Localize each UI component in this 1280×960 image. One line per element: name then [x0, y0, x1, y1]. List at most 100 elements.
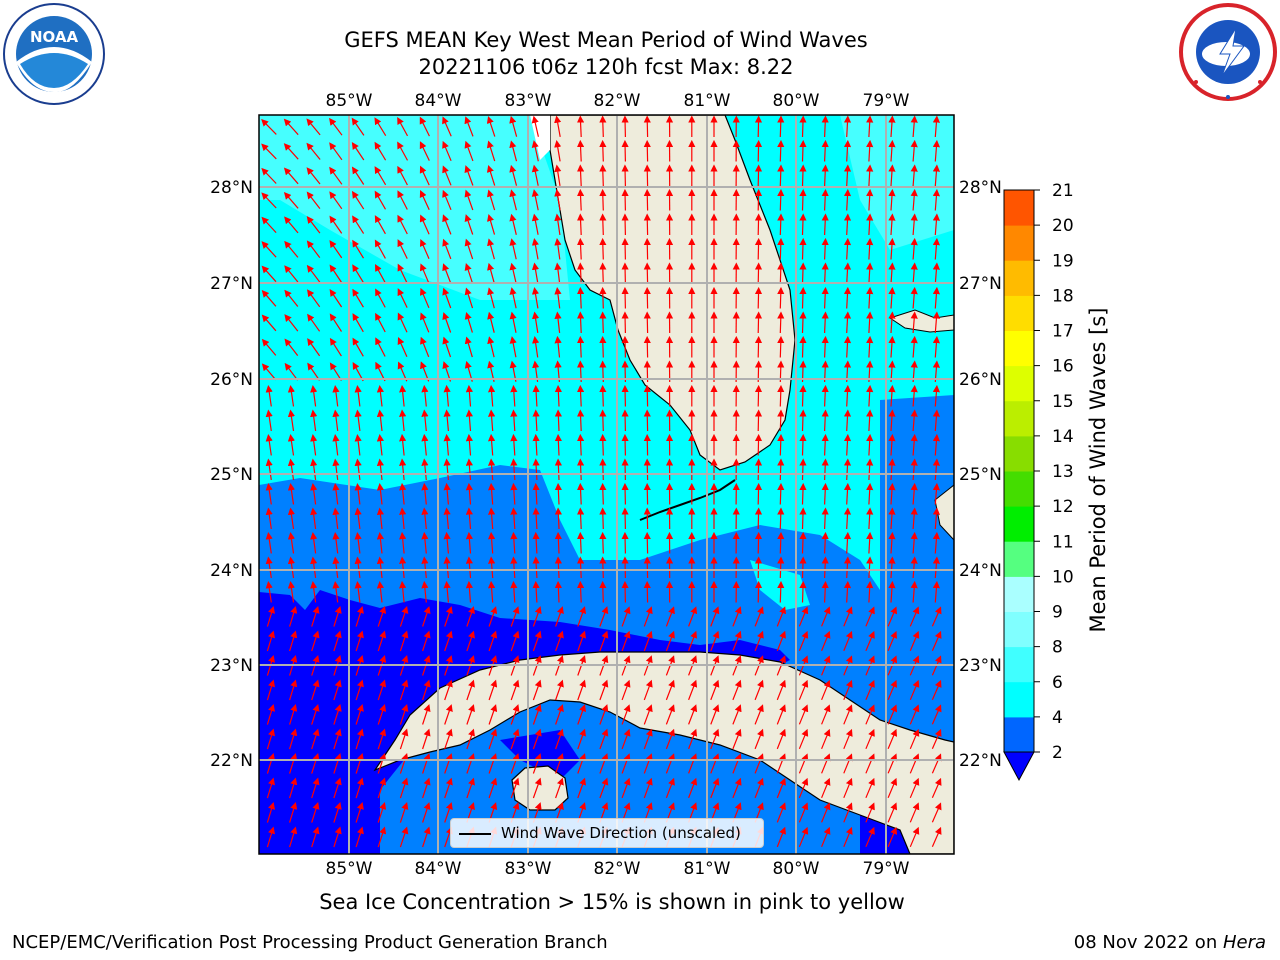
wind-wave-arrow: [332, 483, 340, 505]
wind-wave-arrow: [532, 655, 542, 676]
wind-wave-arrow: [799, 409, 807, 432]
wind-wave-arrow: [688, 704, 698, 725]
wind-wave-arrow: [777, 115, 785, 138]
colorbar-segment: [1004, 611, 1034, 648]
wind-wave-arrow: [354, 581, 362, 603]
wind-wave-arrow: [333, 777, 342, 799]
wind-wave-arrow: [399, 777, 409, 799]
wind-wave-arrow: [865, 655, 875, 676]
wind-wave-arrow: [821, 655, 831, 676]
wind-wave-arrow: [821, 409, 829, 432]
wind-wave-arrow: [374, 239, 386, 259]
wind-wave-arrow: [354, 385, 362, 407]
map-legend: Wind Wave Direction (unscaled): [450, 818, 764, 848]
wind-wave-arrow: [777, 458, 785, 481]
wind-wave-arrow: [643, 606, 653, 627]
wind-wave-arrow: [510, 433, 518, 456]
wind-wave-arrow: [931, 826, 942, 848]
wind-wave-arrow: [599, 580, 607, 603]
lat-label-right: 26°N: [959, 370, 1002, 390]
wind-wave-arrow: [799, 188, 807, 211]
wind-wave-arrow: [444, 704, 453, 725]
wind-wave-arrow: [910, 384, 918, 407]
wind-wave-arrow: [397, 263, 408, 284]
wind-wave-arrow: [354, 409, 362, 431]
wind-wave-arrow: [419, 165, 430, 186]
wind-wave-arrow: [284, 314, 299, 332]
wind-wave-arrow: [866, 433, 874, 456]
wind-wave-arrow: [333, 703, 342, 725]
wind-wave-arrow: [532, 482, 540, 505]
wind-wave-arrow: [399, 605, 409, 627]
lon-label-top: 79°W: [863, 91, 910, 111]
wind-wave-arrow: [487, 409, 496, 432]
wind-wave-arrow: [442, 214, 452, 235]
cuba-landmass: [373, 651, 954, 854]
wind-wave-arrow: [576, 507, 585, 530]
wind-wave-arrow: [486, 115, 496, 137]
wind-wave-arrow: [887, 679, 898, 701]
wind-wave-arrow: [332, 409, 340, 431]
wind-wave-arrow: [554, 433, 562, 456]
wind-wave-arrow: [510, 704, 520, 725]
wind-wave-arrow: [510, 507, 518, 530]
wind-wave-arrow: [332, 507, 340, 529]
wind-wave-arrow: [555, 728, 564, 750]
wind-wave-arrow: [643, 704, 653, 725]
wind-wave-arrow: [354, 507, 362, 529]
wind-wave-arrow: [488, 630, 498, 652]
wind-wave-arrow: [576, 433, 585, 456]
chart-title: GEFS MEAN Key West Mean Period of Wind W…: [344, 28, 868, 52]
wind-wave-arrow: [442, 238, 452, 260]
wind-wave-arrow: [577, 606, 586, 627]
wind-wave-arrow: [444, 655, 453, 676]
grand-bahama: [888, 309, 954, 333]
wind-wave-arrow: [776, 826, 786, 848]
wind-wave-arrow: [754, 606, 764, 627]
wind-wave-arrow: [443, 458, 451, 481]
colorbar-segment: [1004, 260, 1034, 296]
wind-wave-arrow: [599, 482, 607, 505]
wind-wave-arrow: [888, 458, 896, 481]
wind-wave-arrow: [289, 777, 298, 799]
wind-wave-arrow: [866, 409, 874, 432]
wind-wave-arrow: [532, 433, 540, 456]
wind-wave-arrow: [311, 703, 320, 725]
wind-wave-arrow: [932, 139, 941, 162]
wind-wave-arrow: [599, 409, 607, 432]
wind-wave-arrow: [419, 263, 430, 284]
lon-label-top: 82°W: [594, 91, 641, 111]
wind-wave-arrow: [266, 801, 276, 823]
wind-wave-arrow: [287, 532, 295, 554]
wind-wave-arrow: [287, 507, 295, 529]
wind-wave-arrow: [310, 507, 318, 529]
wind-wave-arrow: [442, 165, 452, 186]
wind-wave-arrow: [888, 507, 896, 530]
wind-wave-arrow: [599, 384, 607, 407]
wind-wave-arrow: [266, 605, 276, 627]
wind-wave-arrow: [821, 237, 829, 260]
wind-wave-arrow: [443, 482, 451, 505]
wind-wave-arrow: [843, 482, 852, 505]
wind-wave-arrow: [464, 311, 473, 333]
wind-wave-arrow: [821, 286, 829, 309]
legend-label: Wind Wave Direction (unscaled): [501, 824, 741, 842]
wind-wave-arrow: [261, 143, 277, 160]
wind-wave-arrow: [554, 238, 562, 260]
wind-wave-arrow: [261, 289, 277, 307]
map-frame: [258, 114, 955, 855]
wind-wave-arrow: [509, 262, 517, 284]
lat-label-left: 28°N: [210, 178, 253, 198]
wind-wave-arrow: [599, 679, 609, 701]
wind-wave-arrow: [799, 139, 807, 162]
wind-wave-arrow: [843, 188, 852, 211]
wind-wave-arrow: [821, 606, 831, 627]
wind-wave-arrow: [866, 164, 874, 187]
wind-wave-arrow: [464, 262, 474, 284]
wind-wave-arrow: [665, 655, 675, 676]
wind-wave-arrow: [287, 434, 295, 456]
wind-wave-arrow: [821, 679, 831, 701]
wind-wave-arrow: [799, 580, 807, 603]
wind-wave-arrow: [932, 286, 941, 309]
wind-wave-arrow: [466, 679, 475, 701]
